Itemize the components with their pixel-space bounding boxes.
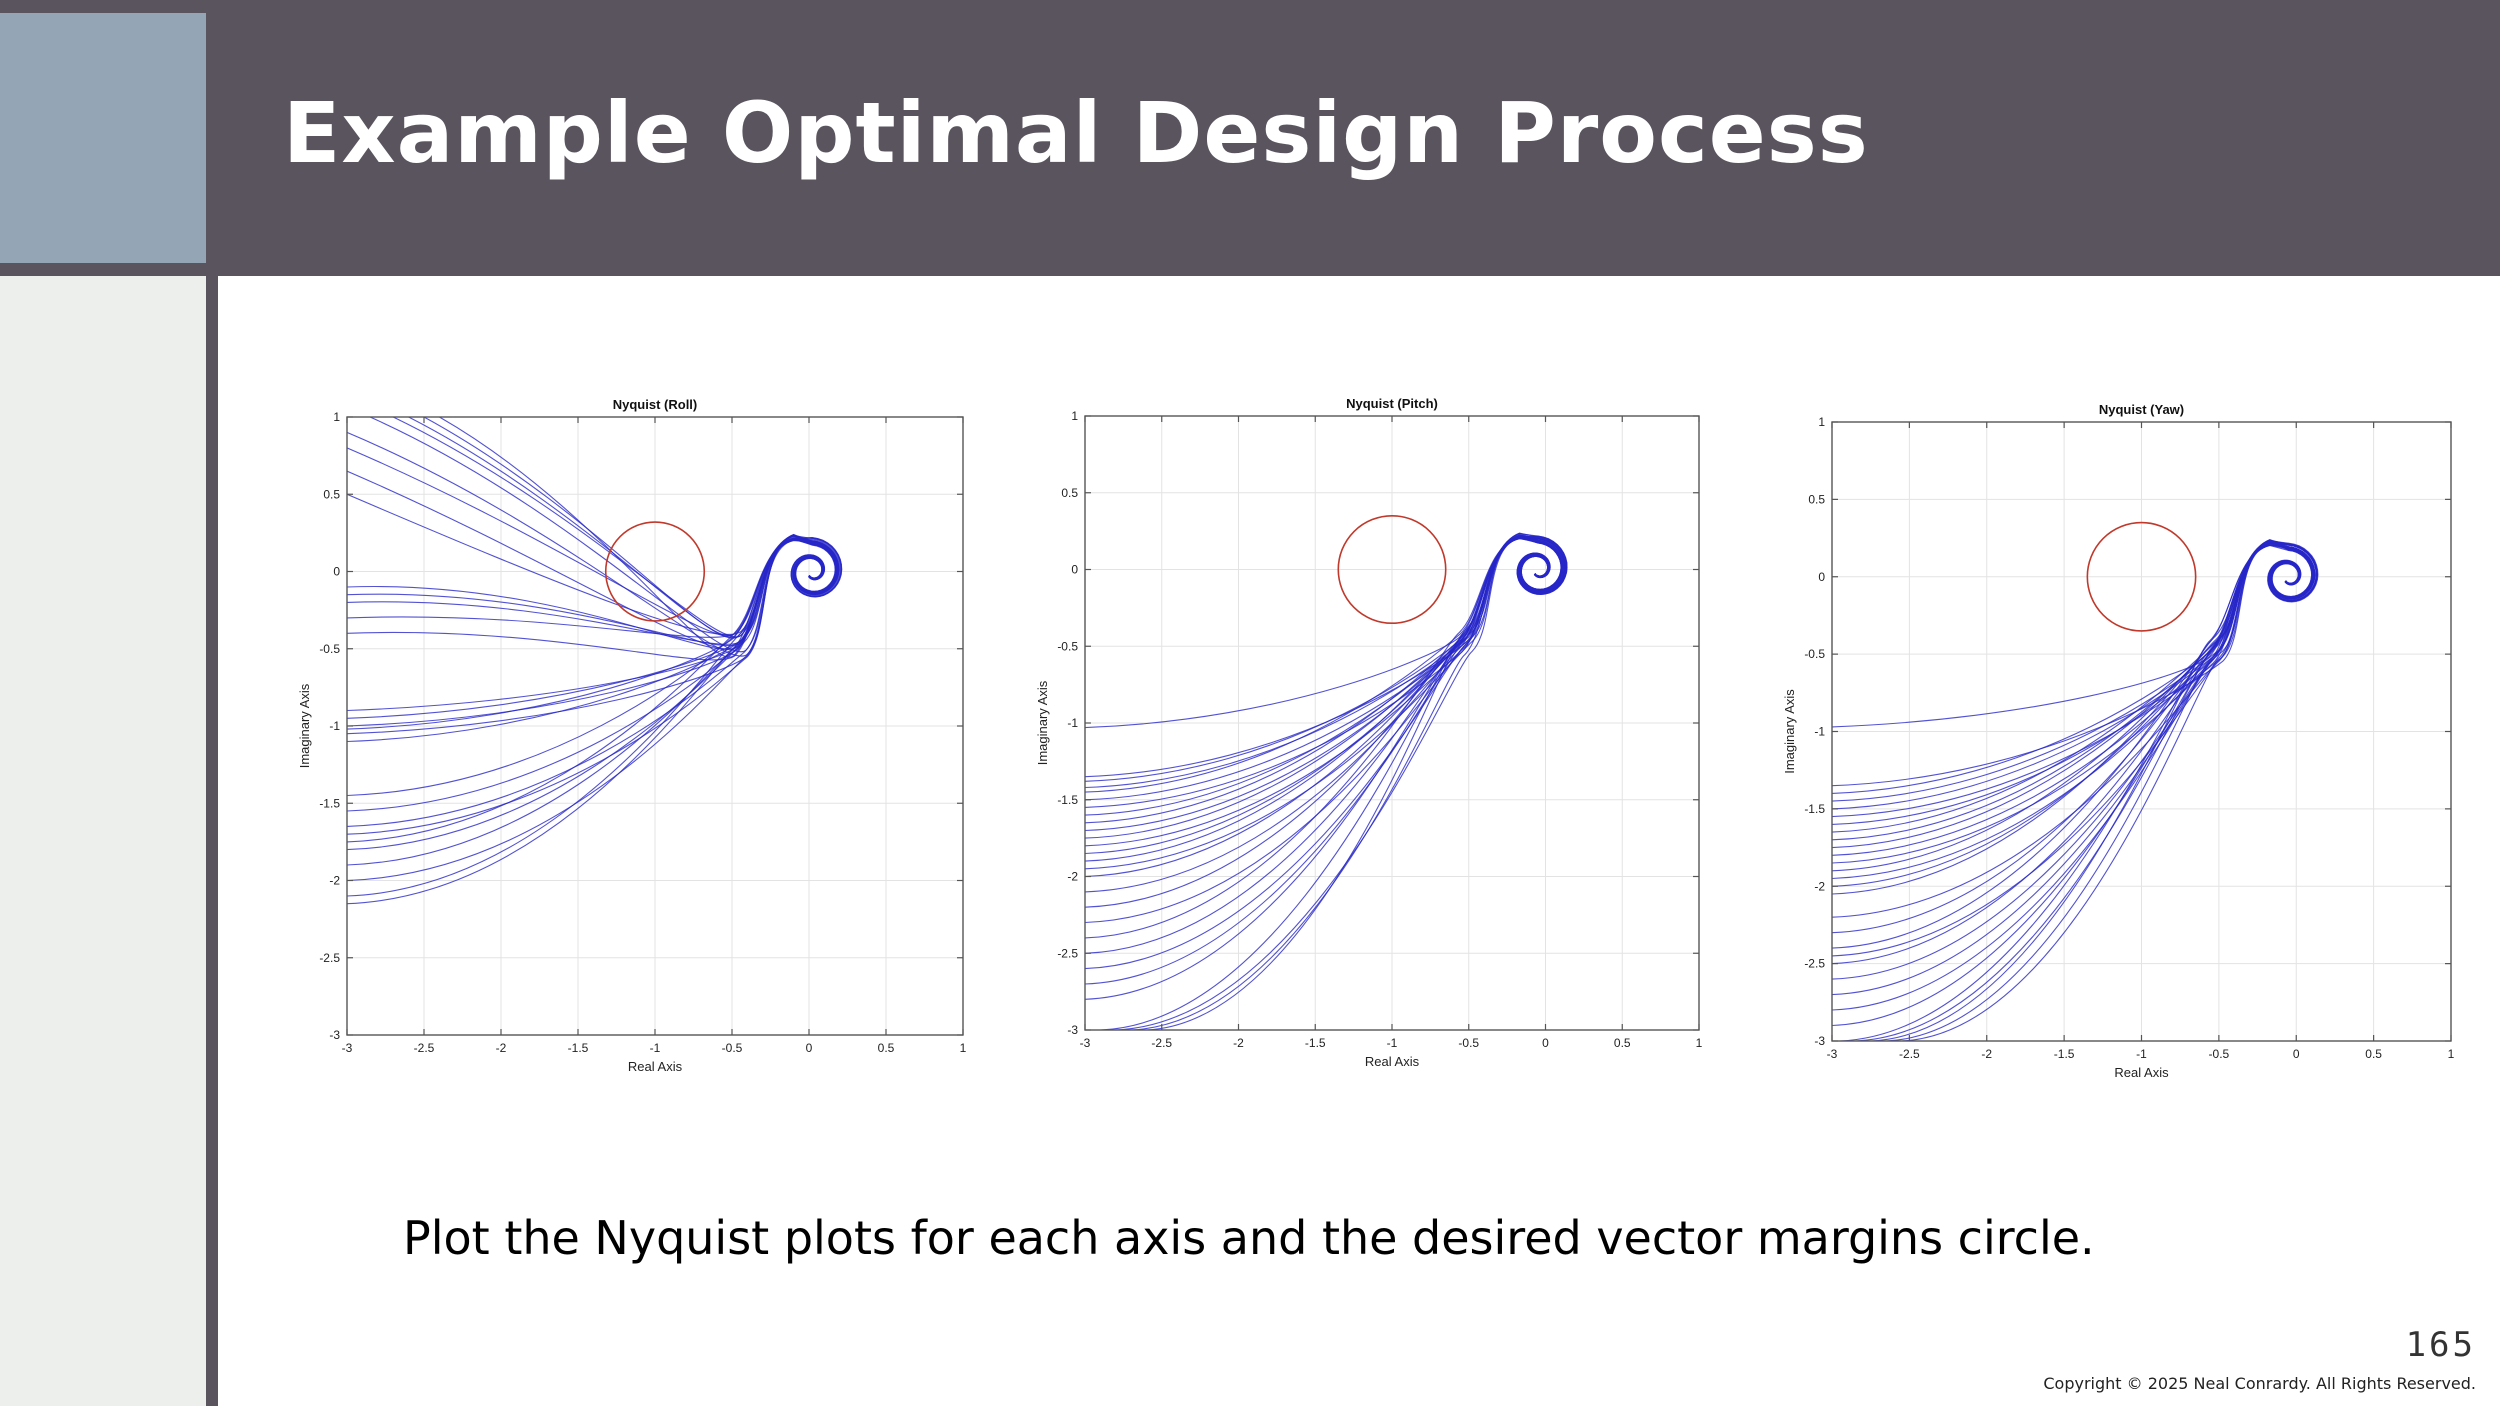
y-tick-label: -1 [1067, 716, 1078, 730]
y-tick-label: -1 [329, 719, 340, 733]
slide-title: Example Optimal Design Process [283, 84, 1869, 182]
chart-yaw: -3 -2.5 -2 -1.5 -1 -0.5 0 0.5 1 1 0.5 0 -0.5 -1 -1.5 -2… [1782, 402, 2455, 1080]
y-tick-label: -3 [329, 1028, 340, 1042]
vector-margin-circle [604, 521, 706, 622]
x-tick-label: 0.5 [878, 1041, 895, 1055]
x-tick-label: -0.5 [1458, 1036, 1479, 1050]
x-tick-label: 0.5 [2365, 1047, 2382, 1061]
x-tick-label: -1 [650, 1041, 661, 1055]
x-tick-label: 1 [960, 1041, 967, 1055]
left-side-panel [0, 276, 206, 1406]
x-axis-label: Real Axis [2114, 1065, 2169, 1080]
header-bar [0, 0, 2500, 276]
y-axis-label: Imaginary Axis [1035, 680, 1050, 765]
nyquist-curve-28 [1870, 544, 2315, 1041]
x-tick-label: -2.5 [414, 1041, 435, 1055]
y-tick-label: -3 [1814, 1034, 1825, 1048]
x-tick-label: 0 [806, 1041, 813, 1055]
y-tick-label: -0.5 [1804, 647, 1825, 661]
y-tick-label: -1.5 [1804, 802, 1825, 816]
nyquist-curve-30 [347, 535, 839, 905]
nyquist-curve-28 [1146, 535, 1568, 1030]
y-tick-label: -2.5 [319, 951, 340, 965]
y-tick-label: 0.5 [323, 487, 340, 501]
left-vertical-rule [206, 276, 218, 1406]
x-axis-label: Real Axis [628, 1059, 683, 1074]
y-tick-label: 1 [1818, 415, 1825, 429]
nyquist-curve-30 [1901, 539, 2317, 1041]
y-tick-label: -0.5 [1057, 639, 1078, 653]
chart-title: Nyquist (Pitch) [1346, 396, 1438, 411]
x-axis-label: Real Axis [1365, 1054, 1420, 1069]
y-tick-label: 0 [1071, 563, 1078, 577]
y-tick-label: -2.5 [1057, 946, 1078, 960]
nyquist-curves [1832, 539, 2319, 1041]
y-tick-label: -2 [1067, 870, 1078, 884]
y-tick-label: -2 [329, 874, 340, 888]
y-tick-label: 1 [333, 410, 340, 424]
y-tick-label: -0.5 [319, 642, 340, 656]
x-tick-label: 0 [1542, 1036, 1549, 1050]
y-tick-label: -2.5 [1804, 957, 1825, 971]
y-axis-label: Imaginary Axis [1782, 689, 1797, 774]
slide-caption: Plot the Nyquist plots for each axis and… [403, 1211, 2095, 1265]
y-tick-label: 1 [1071, 409, 1078, 423]
x-tick-label: -1.5 [2054, 1047, 2075, 1061]
nyquist-curve-27 [1130, 537, 1562, 1030]
y-tick-label: -1.5 [1057, 793, 1078, 807]
nyquist-curves [1085, 532, 1568, 1030]
x-tick-label: 0 [2293, 1047, 2300, 1061]
x-tick-label: -3 [1080, 1036, 1091, 1050]
x-tick-label: -1.5 [1305, 1036, 1326, 1050]
nyquist-curve-21 [347, 537, 843, 797]
vector-margin-circle [1337, 514, 1447, 625]
y-tick-label: -1.5 [319, 796, 340, 810]
vector-margin-circle [2086, 521, 2197, 632]
x-tick-label: -2 [1233, 1036, 1244, 1050]
y-tick-label: 0 [1818, 570, 1825, 584]
y-tick-label: 0.5 [1061, 486, 1078, 500]
y-tick-label: -3 [1067, 1023, 1078, 1037]
nyquist-curves [347, 417, 843, 905]
chart-roll: -3 -2.5 -2 -1.5 -1 -0.5 0 0.5 1 1 0.5 0 -0.5 -1 -1.5 -2… [297, 397, 967, 1074]
x-tick-label: 1 [1696, 1036, 1703, 1050]
y-tick-label: -1 [1814, 725, 1825, 739]
x-tick-label: -2.5 [1899, 1047, 1920, 1061]
chart-title: Nyquist (Roll) [613, 397, 698, 412]
x-tick-label: -1.5 [568, 1041, 589, 1055]
y-tick-label: 0 [333, 565, 340, 579]
x-tick-label: 0.5 [1614, 1036, 1631, 1050]
x-tick-label: -0.5 [2209, 1047, 2230, 1061]
x-tick-label: 1 [2448, 1047, 2455, 1061]
x-tick-label: -2 [496, 1041, 507, 1055]
y-tick-label: -2 [1814, 879, 1825, 893]
nyquist-curve-29 [1886, 539, 2313, 1041]
x-tick-label: -1 [2136, 1047, 2147, 1061]
y-tick-label: 0.5 [1808, 492, 1825, 506]
page-number: 165 [2405, 1325, 2476, 1365]
x-tick-label: -1 [1387, 1036, 1398, 1050]
y-axis-label: Imaginary Axis [297, 683, 312, 768]
x-tick-label: -3 [342, 1041, 353, 1055]
x-tick-label: -2.5 [1151, 1036, 1172, 1050]
x-tick-label: -3 [1827, 1047, 1838, 1061]
nyquist-curve-25 [1100, 535, 1566, 1030]
accent-block [0, 13, 206, 263]
x-tick-label: -2 [1981, 1047, 1992, 1061]
copyright-notice: Copyright © 2025 Neal Conrardy. All Righ… [2043, 1374, 2476, 1393]
nyquist-curve-24 [1085, 536, 1564, 1000]
chart-pitch: -3 -2.5 -2 -1.5 -1 -0.5 0 0.5 1 1 0.5 0 -0.5 -1 -1.5 -2… [1035, 396, 1703, 1069]
chart-title: Nyquist (Yaw) [2099, 402, 2184, 417]
x-tick-label: -0.5 [722, 1041, 743, 1055]
